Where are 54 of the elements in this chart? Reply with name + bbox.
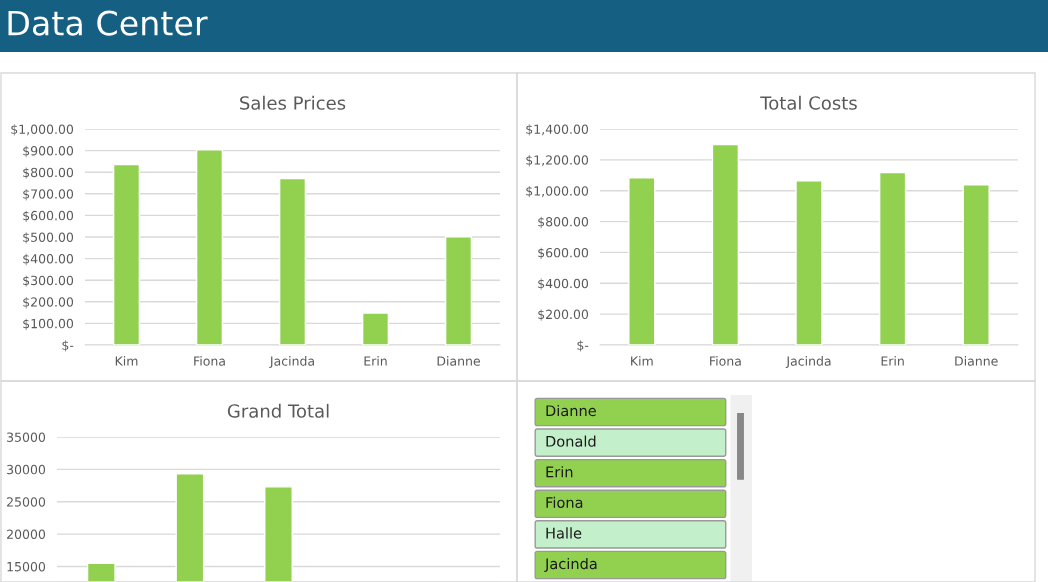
text: Data Center <box>8 10 208 36</box>
bar <box>112 163 141 345</box>
y-tick-label: $100.00 <box>23 318 74 330</box>
y-tick-label: $1,200.00 <box>526 155 589 167</box>
y-tick-label: $400.00 <box>23 253 74 266</box>
y-tick-label: 30000 <box>7 464 46 475</box>
x-tick-label: Dianne <box>955 356 998 366</box>
y-tick-label: $600.00 <box>23 210 74 222</box>
y-tick-label: 25000 <box>7 497 46 507</box>
x-tick-label: Fiona <box>194 356 225 366</box>
y-tick-label: $200.00 <box>23 297 74 309</box>
y-tick-label: $1,400.00 <box>526 124 589 136</box>
chart-title: Grand Total <box>227 403 329 418</box>
x-tick-label: Jacinda <box>785 356 831 369</box>
x-tick-label: Fiona <box>710 356 741 366</box>
x-tick-label: Jacinda <box>269 356 314 369</box>
chart-title: Sales Prices <box>240 95 346 110</box>
y-tick-label: 35000 <box>7 432 46 442</box>
y-tick-label: $1,000.00 <box>11 124 74 136</box>
bar <box>444 236 473 345</box>
text: Jacinda <box>544 557 597 572</box>
bar <box>711 143 740 345</box>
bar <box>878 171 907 345</box>
y-tick-label: $800.00 <box>538 216 589 229</box>
y-tick-label: $300.00 <box>23 275 74 287</box>
bar <box>962 184 990 345</box>
bar <box>195 149 224 345</box>
y-tick-label: $500.00 <box>23 232 74 244</box>
y-tick-label: $- <box>577 340 589 352</box>
text: Fiona <box>546 496 583 509</box>
x-tick-label: Erin <box>364 356 387 366</box>
text: Donald <box>546 435 596 447</box>
y-tick-label: $1,000.00 <box>526 185 589 198</box>
y-tick-label: $900.00 <box>23 145 74 158</box>
x-tick-label: Kim <box>115 356 138 366</box>
bar <box>628 177 656 345</box>
y-tick-label: 20000 <box>7 529 46 540</box>
x-tick-label: Kim <box>631 356 653 366</box>
bar <box>278 177 307 345</box>
y-tick-label: $200.00 <box>538 309 589 321</box>
y-tick-label: $800.00 <box>23 167 74 179</box>
text: Dianne <box>546 404 596 417</box>
text: Erin <box>546 466 573 478</box>
bar <box>795 179 823 345</box>
x-tick-label: Dianne <box>437 356 480 366</box>
chart-title: Total Costs <box>760 95 857 110</box>
x-tick-label: Erin <box>881 356 904 366</box>
y-tick-label: 15000 <box>7 561 46 572</box>
y-tick-label: $700.00 <box>23 189 74 201</box>
bar <box>361 312 390 345</box>
y-tick-label: $400.00 <box>538 278 589 290</box>
y-tick-label: $- <box>62 340 74 352</box>
text: Halle <box>546 527 582 539</box>
y-tick-label: $600.00 <box>538 247 589 260</box>
